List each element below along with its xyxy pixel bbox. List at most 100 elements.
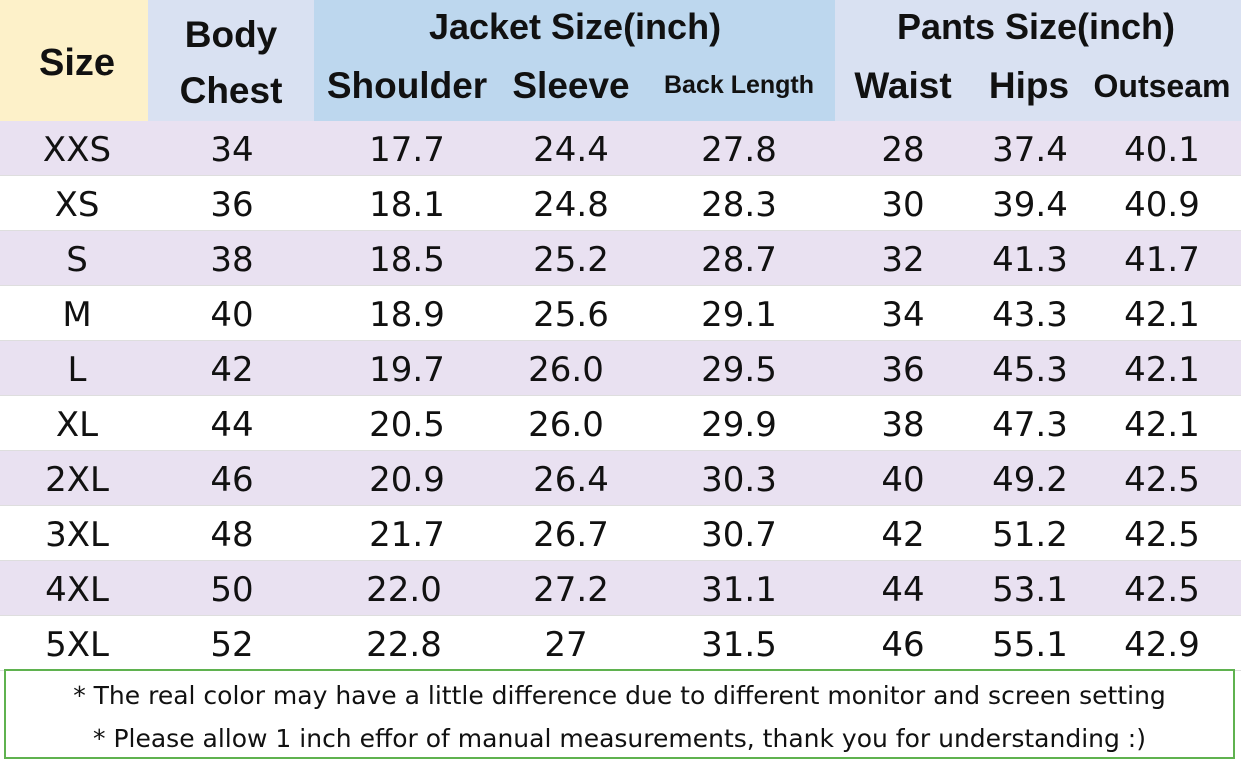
body-chest-cell: 34	[210, 130, 254, 170]
sleeve-cell: 26.0	[528, 405, 604, 445]
hips-cell: 53.1	[992, 570, 1068, 610]
hips-cell: 37.4	[992, 130, 1068, 170]
size-cell: M	[62, 295, 92, 335]
hips-cell: 49.2	[992, 460, 1068, 500]
jacket-header-cell	[314, 0, 835, 121]
outseam-column-header: Outseam	[1093, 68, 1231, 104]
back-length-cell: 29.9	[701, 405, 777, 445]
size-cell: 3XL	[45, 515, 109, 555]
sleeve-cell: 25.6	[533, 295, 609, 335]
table-row: XXS 34 17.7 24.4 27.8 28 37.4 40.1	[0, 121, 1241, 176]
shoulder-cell: 18.1	[369, 185, 445, 225]
shoulder-cell: 19.7	[369, 350, 445, 390]
outseam-cell: 42.1	[1124, 295, 1200, 335]
sleeve-cell: 24.4	[533, 130, 609, 170]
pants-size-group-header: Pants Size(inch)	[896, 6, 1176, 47]
notes-box: * The real color may have a little diffe…	[4, 669, 1235, 759]
shoulder-cell: 20.5	[369, 405, 445, 445]
size-cell: S	[66, 240, 88, 280]
sleeve-cell: 24.8	[533, 185, 609, 225]
size-cell: XXS	[42, 130, 112, 170]
sleeve-cell: 27	[544, 625, 588, 665]
size-cell: XL	[55, 405, 99, 445]
table-row: 2XL 46 20.9 26.4 30.3 40 49.2 42.5	[0, 451, 1241, 506]
shoulder-column-header: Shoulder	[326, 65, 488, 106]
body-chest-header-line2: Chest	[179, 70, 283, 111]
outseam-cell: 42.5	[1124, 460, 1200, 500]
note-color-difference: * The real color may have a little diffe…	[73, 681, 1166, 710]
outseam-cell: 42.9	[1124, 625, 1200, 665]
hips-cell: 47.3	[992, 405, 1068, 445]
table-row: L 42 19.7 26.0 29.5 36 45.3 42.1	[0, 341, 1241, 396]
size-cell: 4XL	[45, 570, 109, 610]
waist-cell: 40	[881, 460, 925, 500]
pants-header-cell	[835, 0, 1241, 121]
body-chest-header-cell	[148, 0, 314, 121]
table-row: XL 44 20.5 26.0 29.9 38 47.3 42.1	[0, 396, 1241, 451]
hips-column-header: Hips	[988, 65, 1070, 106]
shoulder-cell: 17.7	[369, 130, 445, 170]
outseam-cell: 42.1	[1124, 405, 1200, 445]
hips-cell: 43.3	[992, 295, 1068, 335]
sleeve-cell: 27.2	[533, 570, 609, 610]
waist-cell: 46	[881, 625, 925, 665]
back-length-cell: 31.5	[701, 625, 777, 665]
size-column-header: Size	[38, 42, 116, 84]
waist-cell: 36	[881, 350, 925, 390]
hips-cell: 39.4	[992, 185, 1068, 225]
size-header-cell	[0, 0, 148, 121]
hips-cell: 45.3	[992, 350, 1068, 390]
shoulder-cell: 22.0	[366, 570, 442, 610]
table-row: 3XL 48 21.7 26.7 30.7 42 51.2 42.5	[0, 506, 1241, 561]
body-chest-cell: 46	[210, 460, 254, 500]
table-row: 5XL 52 22.8 27 31.5 46 55.1 42.9	[0, 616, 1241, 671]
back-length-cell: 28.7	[701, 240, 777, 280]
back-length-column-header: Back Length	[663, 71, 815, 99]
table-row: 4XL 50 22.0 27.2 31.1 44 53.1 42.5	[0, 561, 1241, 616]
waist-cell: 32	[881, 240, 925, 280]
waist-column-header: Waist	[854, 65, 952, 106]
body-chest-cell: 38	[210, 240, 254, 280]
table-row: S 38 18.5 25.2 28.7 32 41.3 41.7	[0, 231, 1241, 286]
shoulder-cell: 20.9	[369, 460, 445, 500]
note-measurement-error: * Please allow 1 inch effor of manual me…	[93, 724, 1146, 753]
outseam-cell: 42.5	[1124, 570, 1200, 610]
waist-cell: 34	[881, 295, 925, 335]
outseam-cell: 41.7	[1124, 240, 1200, 280]
sleeve-column-header: Sleeve	[512, 65, 630, 106]
body-chest-cell: 48	[210, 515, 254, 555]
outseam-cell: 42.1	[1124, 350, 1200, 390]
waist-cell: 38	[881, 405, 925, 445]
outseam-cell: 40.9	[1124, 185, 1200, 225]
body-chest-cell: 52	[210, 625, 254, 665]
back-length-cell: 31.1	[701, 570, 777, 610]
hips-cell: 55.1	[992, 625, 1068, 665]
body-chest-cell: 36	[210, 185, 254, 225]
waist-cell: 28	[881, 130, 925, 170]
back-length-cell: 30.3	[701, 460, 777, 500]
jacket-size-group-header: Jacket Size(inch)	[428, 6, 722, 47]
body-chest-cell: 40	[210, 295, 254, 335]
outseam-cell: 42.5	[1124, 515, 1200, 555]
body-chest-header-line1: Body	[184, 14, 278, 55]
shoulder-cell: 22.8	[366, 625, 442, 665]
size-cell: 5XL	[45, 625, 109, 665]
body-chest-cell: 50	[210, 570, 254, 610]
body-chest-cell: 44	[210, 405, 254, 445]
back-length-cell: 29.5	[701, 350, 777, 390]
back-length-cell: 28.3	[701, 185, 777, 225]
sleeve-cell: 26.4	[533, 460, 609, 500]
size-cell: 2XL	[45, 460, 109, 500]
shoulder-cell: 18.5	[369, 240, 445, 280]
table-row: M 40 18.9 25.6 29.1 34 43.3 42.1	[0, 286, 1241, 341]
size-cell: L	[67, 350, 87, 390]
waist-cell: 44	[881, 570, 925, 610]
back-length-cell: 30.7	[701, 515, 777, 555]
sleeve-cell: 25.2	[533, 240, 609, 280]
hips-cell: 41.3	[992, 240, 1068, 280]
body-chest-cell: 42	[210, 350, 254, 390]
sleeve-cell: 26.7	[533, 515, 609, 555]
waist-cell: 30	[881, 185, 925, 225]
hips-cell: 51.2	[992, 515, 1068, 555]
back-length-cell: 27.8	[701, 130, 777, 170]
